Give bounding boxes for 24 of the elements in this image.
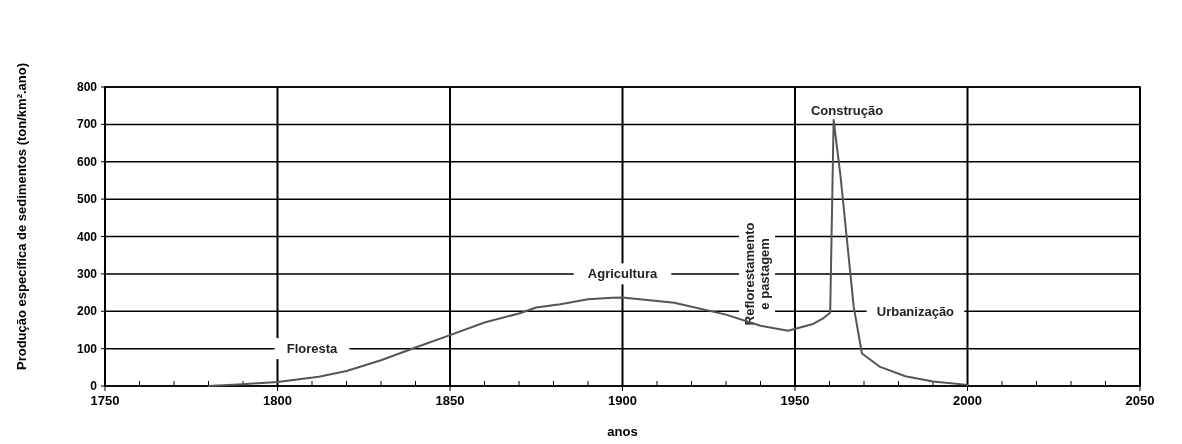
x-tick-label: 1800: [263, 393, 292, 408]
annotation: Construção: [810, 103, 884, 119]
y-tick-label: 100: [76, 341, 98, 356]
y-tick-label: 0: [90, 379, 98, 393]
x-tick-label: 2050: [1125, 393, 1155, 408]
annotation: Reflorestamento e pastagem: [742, 222, 773, 326]
y-axis-title: Produção específica de sedimentos (ton/km².ano): [14, 62, 29, 371]
x-tick-label: 1900: [608, 393, 637, 408]
x-tick-label: 1950: [780, 393, 810, 408]
annotation: Agricultura: [587, 266, 658, 282]
y-tick-label: 800: [76, 80, 98, 94]
y-tick-label: 700: [76, 117, 98, 132]
x-tick-label: 2000: [953, 393, 982, 408]
annotation: Floresta: [286, 341, 339, 357]
y-tick-label: 400: [76, 229, 98, 244]
y-tick-label: 300: [76, 266, 98, 281]
line-series: [207, 118, 969, 387]
x-tick-label: 1850: [435, 393, 465, 408]
y-tick-label: 200: [76, 304, 98, 319]
x-axis-title: anos: [607, 424, 638, 439]
y-tick-label: 600: [76, 154, 98, 169]
annotation: Urbanização: [876, 303, 955, 319]
y-tick-label: 500: [76, 192, 98, 207]
x-tick-label: 1750: [90, 393, 120, 408]
